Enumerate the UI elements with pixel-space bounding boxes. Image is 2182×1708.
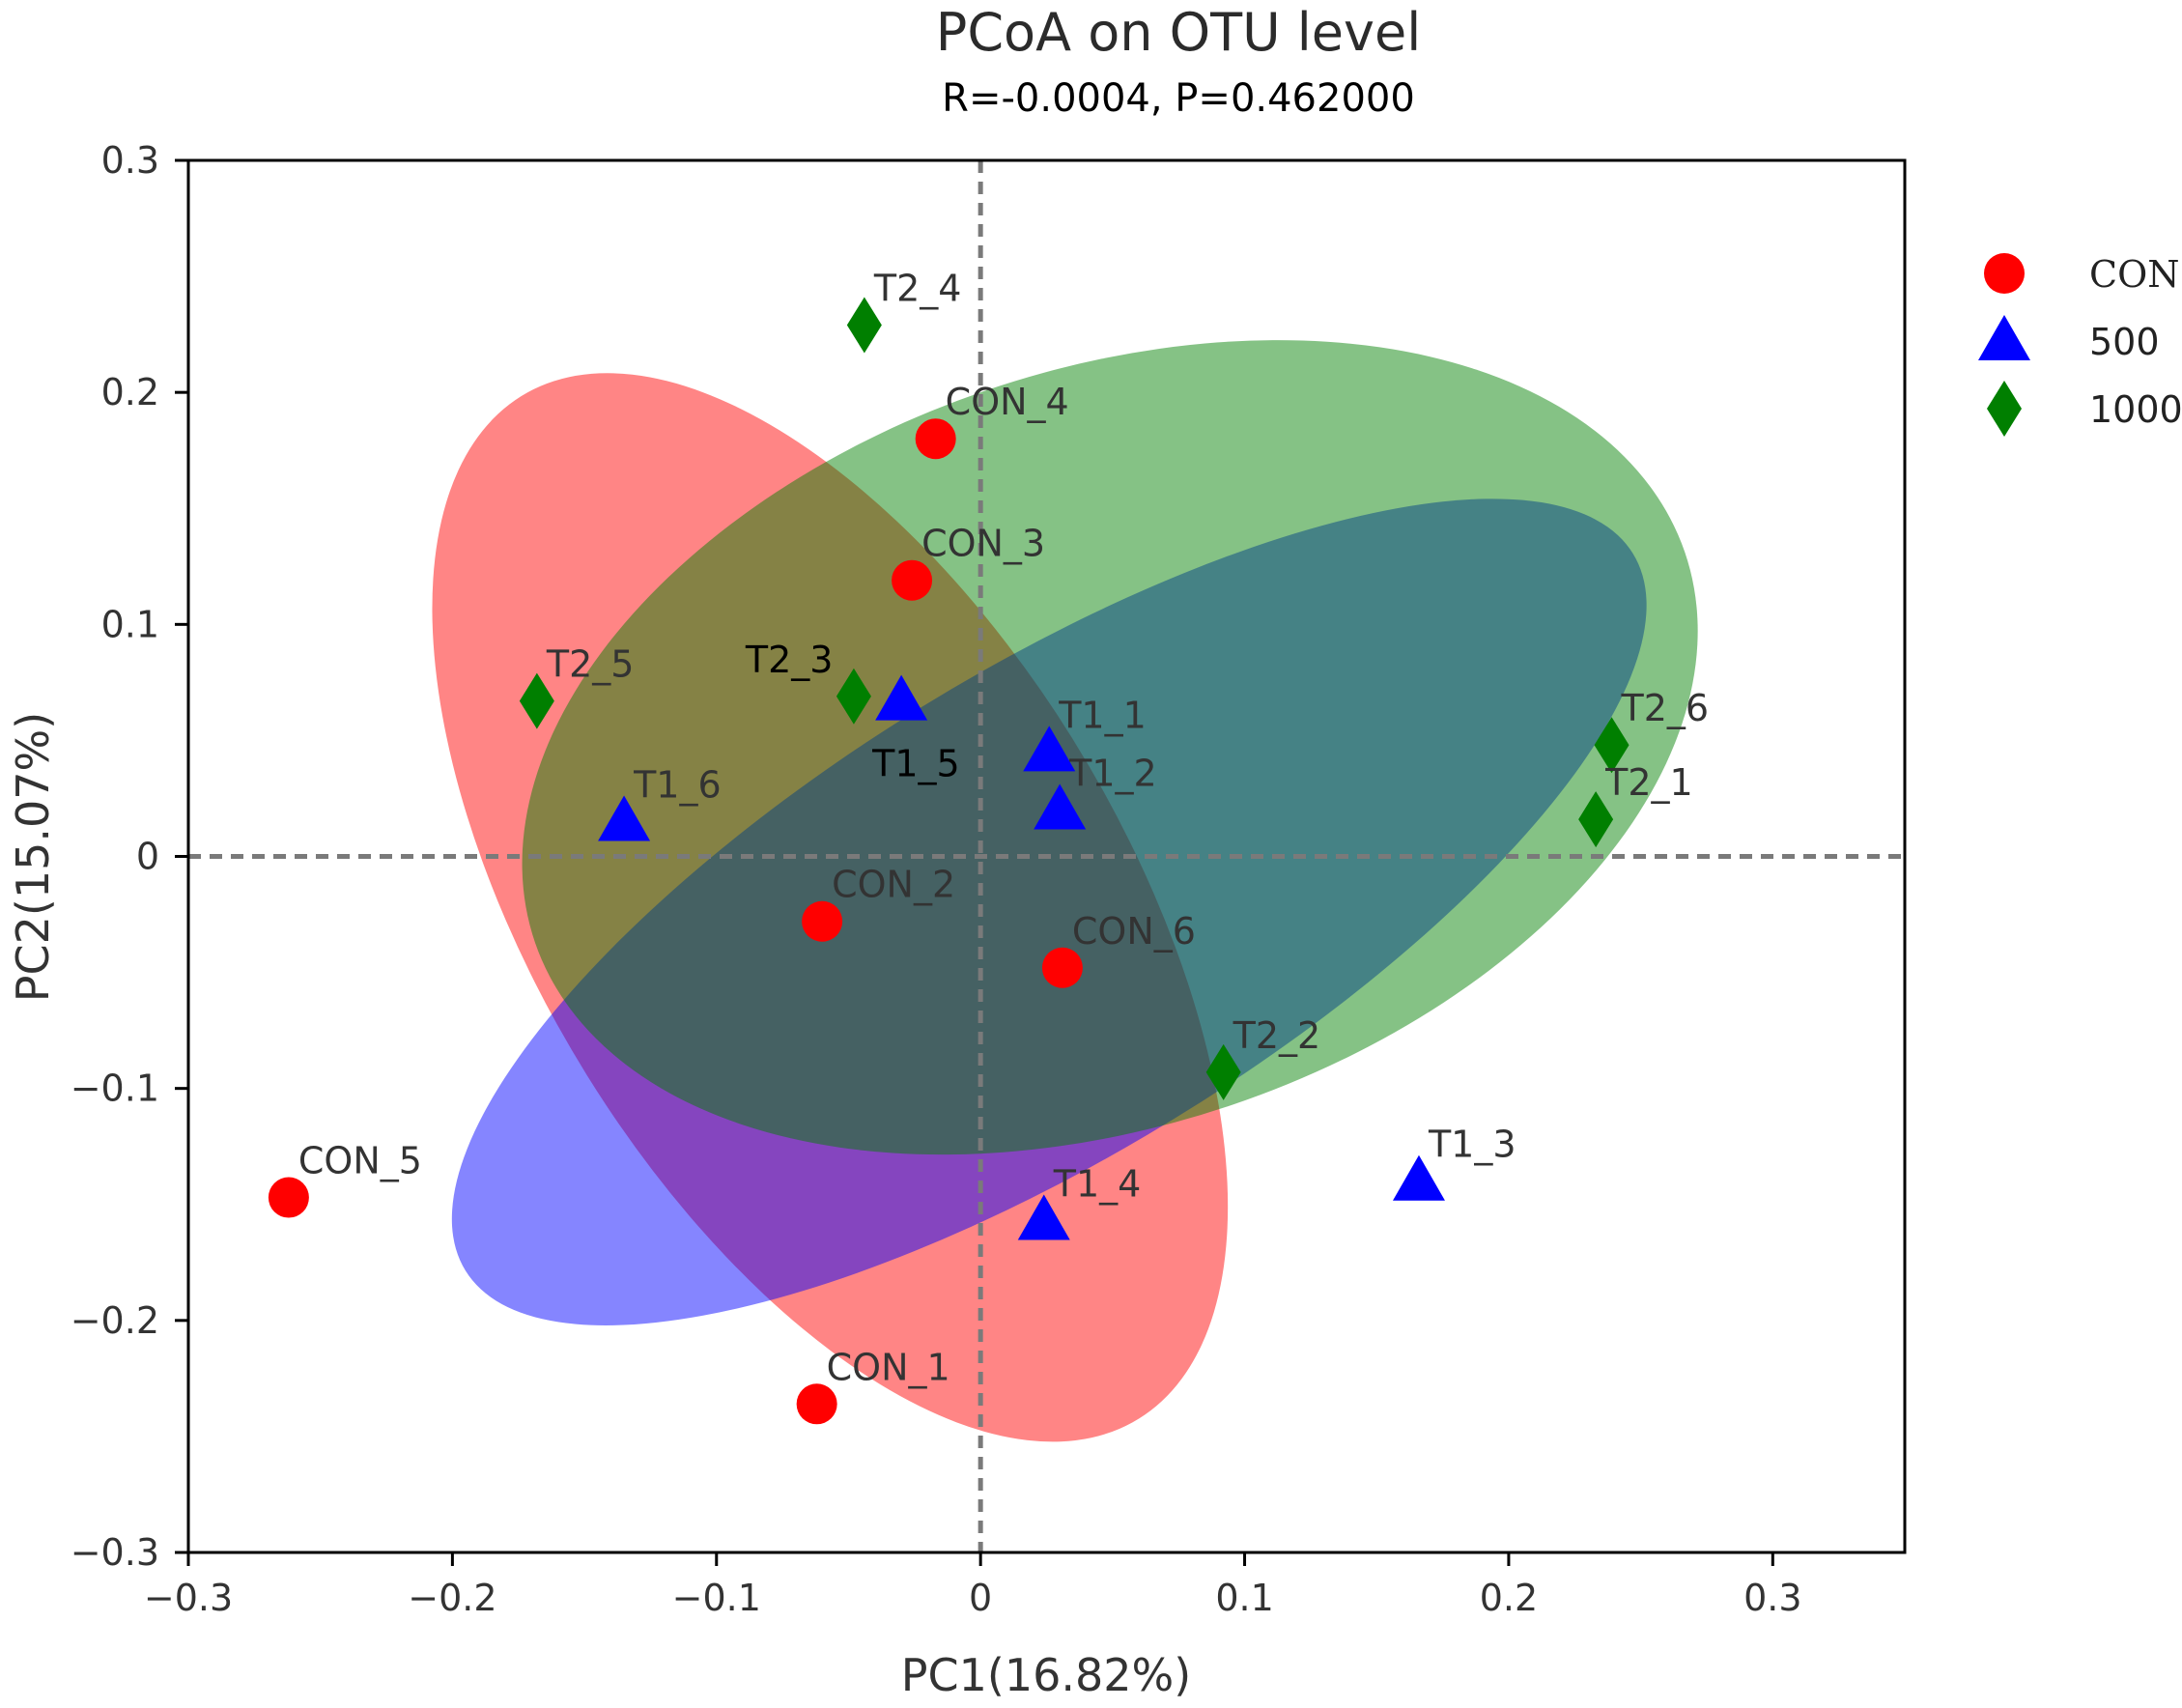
point-con-4 bbox=[915, 418, 956, 460]
x-tick-label: 0 bbox=[969, 1577, 992, 1619]
label-t1-2: T1_2 bbox=[1068, 752, 1157, 794]
legend-label-1000: 1000 bbox=[2089, 388, 2182, 431]
y-tick-label: −0.3 bbox=[71, 1531, 159, 1574]
point-t1-4 bbox=[1017, 1194, 1070, 1240]
chart-subtitle: R=-0.0004, P=0.462000 bbox=[942, 76, 1415, 121]
sample-points bbox=[268, 297, 1629, 1425]
sample-labels: CON_1 CON_2 CON_3 CON_4 CON_5 CON_6 T1_1 T1_2 T1… bbox=[298, 268, 1709, 1389]
x-tick-label: −0.2 bbox=[408, 1577, 496, 1619]
legend-marker-500 bbox=[1978, 315, 2030, 360]
point-t2-4 bbox=[846, 297, 882, 354]
label-t1-5: T1_5 bbox=[871, 743, 960, 785]
legend-label-500: 500 bbox=[2089, 321, 2160, 363]
y-tick-label: 0.3 bbox=[101, 139, 159, 182]
point-con-3 bbox=[892, 559, 933, 601]
ellipse-500 bbox=[451, 498, 1647, 1325]
point-con-6 bbox=[1041, 947, 1083, 988]
label-con-3: CON_3 bbox=[921, 523, 1045, 565]
point-t1-3 bbox=[1392, 1154, 1445, 1201]
y-axis: −0.3 −0.2 −0.1 0 0.1 0.2 0.3 bbox=[71, 139, 188, 1574]
label-t1-3: T1_3 bbox=[1428, 1124, 1516, 1166]
y-tick-label: 0.2 bbox=[101, 371, 159, 413]
label-con-1: CON_1 bbox=[827, 1346, 950, 1388]
label-t2-6: T2_6 bbox=[1621, 687, 1710, 729]
point-con-2 bbox=[802, 900, 843, 942]
label-t1-1: T1_1 bbox=[1058, 694, 1147, 736]
label-con-4: CON_4 bbox=[946, 381, 1069, 423]
x-tick-label: −0.1 bbox=[672, 1577, 761, 1619]
legend: CON 500 1000 bbox=[1978, 253, 2182, 437]
ellipse-1000-shape bbox=[522, 340, 1698, 1155]
point-t2-2 bbox=[1205, 1043, 1241, 1100]
label-t2-5: T2_5 bbox=[546, 643, 635, 686]
point-con-5 bbox=[268, 1177, 309, 1218]
point-con-1 bbox=[796, 1383, 837, 1425]
legend-marker-con bbox=[1984, 253, 2025, 294]
label-t2-1: T2_1 bbox=[1604, 761, 1693, 804]
label-con-5: CON_5 bbox=[298, 1140, 422, 1182]
legend-label-con: CON bbox=[2089, 253, 2179, 296]
y-tick-label: 0.1 bbox=[101, 603, 159, 645]
label-t2-3: T2_3 bbox=[745, 639, 834, 681]
ellipse-500-shape bbox=[451, 498, 1647, 1325]
x-tick-label: −0.3 bbox=[144, 1577, 233, 1619]
legend-marker-1000 bbox=[1987, 381, 2022, 437]
point-t2-1 bbox=[1578, 791, 1614, 848]
point-t1-1 bbox=[1023, 726, 1076, 772]
point-t2-5 bbox=[519, 672, 554, 729]
point-t1-6 bbox=[598, 795, 651, 841]
point-t2-3 bbox=[836, 668, 871, 725]
x-axis: −0.3 −0.2 −0.1 0 0.1 0.2 0.3 bbox=[144, 1552, 1802, 1619]
y-tick-label: 0 bbox=[136, 836, 159, 878]
x-tick-label: 0.2 bbox=[1480, 1577, 1538, 1619]
y-tick-label: −0.2 bbox=[71, 1299, 159, 1342]
y-tick-label: −0.1 bbox=[71, 1068, 159, 1110]
x-tick-label: 0.1 bbox=[1215, 1577, 1273, 1619]
y-axis-label: PC2(15.07%) bbox=[7, 712, 59, 1002]
label-t2-4: T2_4 bbox=[873, 268, 962, 310]
label-t1-4: T1_4 bbox=[1053, 1163, 1142, 1206]
chart-title: PCoA on OTU level bbox=[936, 2, 1421, 63]
point-t1-2 bbox=[1034, 783, 1087, 830]
label-t1-6: T1_6 bbox=[633, 763, 722, 806]
label-con-2: CON_2 bbox=[832, 864, 955, 906]
x-tick-label: 0.3 bbox=[1743, 1577, 1801, 1619]
x-axis-label: PC1(16.82%) bbox=[901, 1649, 1191, 1701]
ellipse-1000 bbox=[522, 340, 1698, 1155]
label-con-6: CON_6 bbox=[1072, 910, 1196, 953]
reference-lines bbox=[188, 160, 1905, 1552]
point-t1-5 bbox=[875, 674, 928, 721]
label-t2-2: T2_2 bbox=[1233, 1014, 1321, 1057]
point-t2-6 bbox=[1594, 717, 1629, 774]
